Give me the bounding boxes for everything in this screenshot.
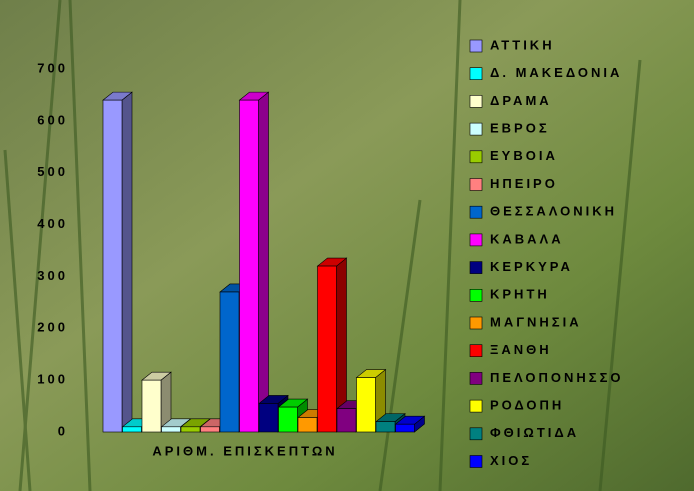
legend-label: ΗΠΕΙΡΟ bbox=[490, 176, 558, 191]
bar-side bbox=[121, 91, 133, 433]
legend-swatch bbox=[469, 316, 483, 330]
legend-label: ΕΒΡΟΣ bbox=[490, 121, 550, 136]
bar bbox=[278, 406, 298, 433]
legend-label: ΔΡΑΜΑ bbox=[490, 93, 552, 108]
legend-swatch bbox=[469, 205, 483, 219]
legend-label: Δ. ΜΑΚΕΔΟΝΙΑ bbox=[490, 65, 622, 80]
legend-swatch bbox=[469, 344, 483, 358]
legend-label: ΚΡΗΤΗ bbox=[490, 287, 550, 302]
y-tick-label: 200 bbox=[37, 320, 68, 335]
y-tick-label: 300 bbox=[37, 268, 68, 283]
legend-swatch bbox=[469, 427, 483, 441]
bar bbox=[102, 99, 123, 433]
bar bbox=[258, 403, 279, 433]
legend-swatch bbox=[469, 261, 483, 274]
y-tick-label: 500 bbox=[37, 164, 68, 179]
legend-label: ΕΥΒΟΙΑ bbox=[490, 148, 558, 163]
bar bbox=[375, 421, 396, 433]
y-tick-label: 0 bbox=[58, 423, 68, 438]
x-tick-label: ΑΡΙΘΜ. ΕΠΙΣΚΕΠΤΩΝ bbox=[152, 443, 337, 458]
legend-label: ΠΕΛΟΠΟΝΗΣΣΟ bbox=[490, 370, 623, 385]
bar bbox=[336, 408, 357, 433]
legend-swatch bbox=[469, 288, 483, 302]
bar bbox=[317, 265, 337, 433]
y-tick-label: 400 bbox=[37, 216, 68, 231]
legend-swatch bbox=[469, 122, 483, 136]
legend-label: ΡΟΔΟΠΗ bbox=[490, 398, 564, 413]
legend-label: ΚΕΡΚΥΡΑ bbox=[490, 259, 573, 274]
legend-swatch bbox=[469, 233, 483, 247]
y-tick-label: 700 bbox=[37, 60, 68, 75]
bar bbox=[180, 426, 201, 433]
legend-swatch bbox=[469, 372, 483, 385]
grass-decoration bbox=[3, 0, 642, 491]
legend-label: ΑΤΤΙΚΗ bbox=[490, 37, 555, 52]
legend-swatch bbox=[469, 95, 483, 108]
legend-label: ΦΘΙΩΤΙΔΑ bbox=[490, 425, 579, 440]
bar bbox=[122, 426, 142, 433]
legend-swatch bbox=[469, 150, 483, 164]
bar bbox=[239, 99, 259, 433]
bar bbox=[356, 377, 376, 433]
bar bbox=[395, 423, 415, 433]
legend-swatch bbox=[469, 178, 483, 191]
legend-swatch bbox=[469, 455, 483, 468]
legend-swatch bbox=[469, 399, 483, 413]
legend-label: ΜΑΓΝΗΣΙΑ bbox=[490, 314, 582, 329]
y-tick-label: 100 bbox=[37, 372, 68, 387]
bar bbox=[200, 426, 220, 433]
legend-label: ΘΕΣΣΑΛΟΝΙΚΗ bbox=[490, 204, 617, 219]
y-tick-label: 600 bbox=[37, 112, 68, 127]
legend-label: ΚΑΒΑΛΑ bbox=[490, 231, 564, 246]
bar bbox=[297, 417, 318, 433]
bar bbox=[141, 379, 162, 433]
bar bbox=[219, 291, 240, 433]
legend-swatch bbox=[469, 39, 483, 53]
legend-label: ΧΙΟΣ bbox=[490, 453, 532, 468]
legend-label: ΞΑΝΘΗ bbox=[490, 342, 552, 357]
legend-swatch bbox=[469, 67, 483, 80]
bar-side bbox=[258, 91, 269, 433]
bar bbox=[161, 426, 181, 433]
